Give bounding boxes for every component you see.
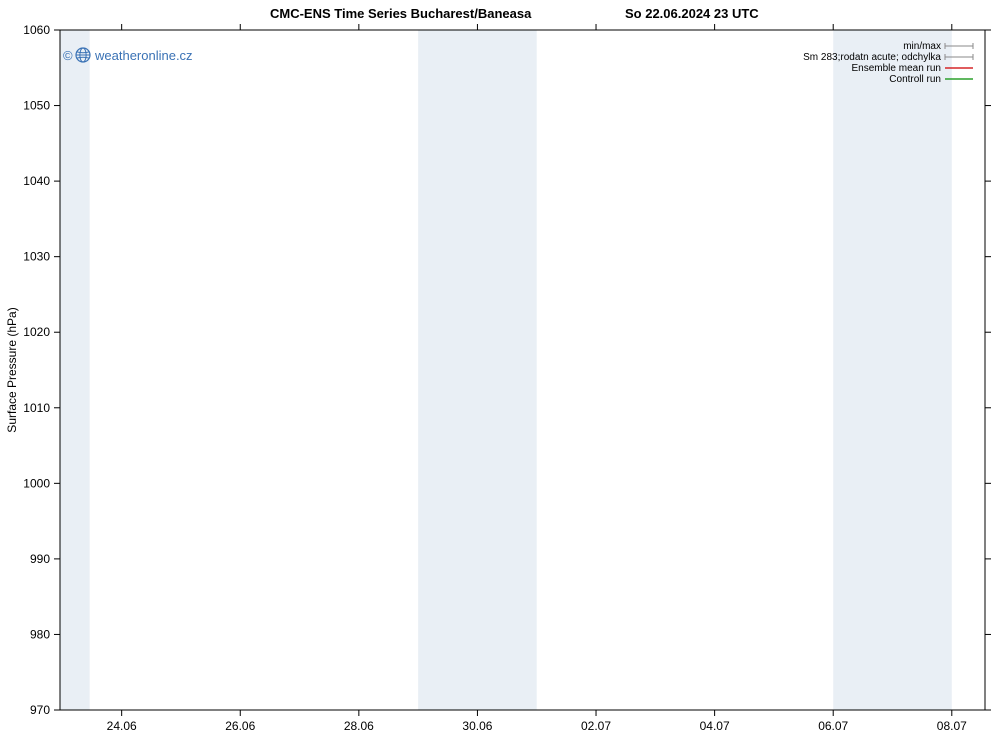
chart-container: 970 980 990 1000 1010 1020 1030 1040 1050 1060 24.… xyxy=(0,0,1000,733)
chart-title-left: CMC-ENS Time Series Bucharest/Baneasa xyxy=(270,6,532,21)
y-tick-label: 1000 xyxy=(23,476,50,490)
x-tick-label: 30.06 xyxy=(462,719,492,733)
weekend-band xyxy=(833,30,952,710)
x-tick-label: 28.06 xyxy=(344,719,374,733)
x-tick-label: 02.07 xyxy=(581,719,611,733)
legend-label: Sm 283;rodatn acute; odchylka xyxy=(803,52,941,63)
x-tick-label: 04.07 xyxy=(700,719,730,733)
y-tick-label: 1010 xyxy=(23,401,50,415)
y-tick-label: 970 xyxy=(30,703,50,717)
weekend-band xyxy=(418,30,537,710)
y-tick-label: 990 xyxy=(30,552,50,566)
y-tick-label: 1040 xyxy=(23,174,50,188)
y-tick-label: 1050 xyxy=(23,99,50,113)
legend-label: Ensemble mean run xyxy=(852,63,942,74)
copyright-symbol: © xyxy=(63,48,73,63)
y-tick-label: 1030 xyxy=(23,250,50,264)
chart-title-right: So 22.06.2024 23 UTC xyxy=(625,6,759,21)
y-axis-label: Surface Pressure (hPa) xyxy=(5,307,19,432)
weekend-band xyxy=(60,30,90,710)
x-tick-label: 24.06 xyxy=(107,719,137,733)
legend-label: Controll run xyxy=(889,74,941,85)
x-tick-label: 26.06 xyxy=(225,719,255,733)
y-tick-label: 1020 xyxy=(23,325,50,339)
x-tick-label: 08.07 xyxy=(937,719,967,733)
x-tick-label: 06.07 xyxy=(818,719,848,733)
y-tick-label: 1060 xyxy=(23,23,50,37)
watermark-text: weatheronline.cz xyxy=(94,48,193,63)
y-tick-label: 980 xyxy=(30,627,50,641)
pressure-chart: 970 980 990 1000 1010 1020 1030 1040 1050 1060 24.… xyxy=(0,0,1000,733)
legend-label: min/max xyxy=(903,41,941,52)
